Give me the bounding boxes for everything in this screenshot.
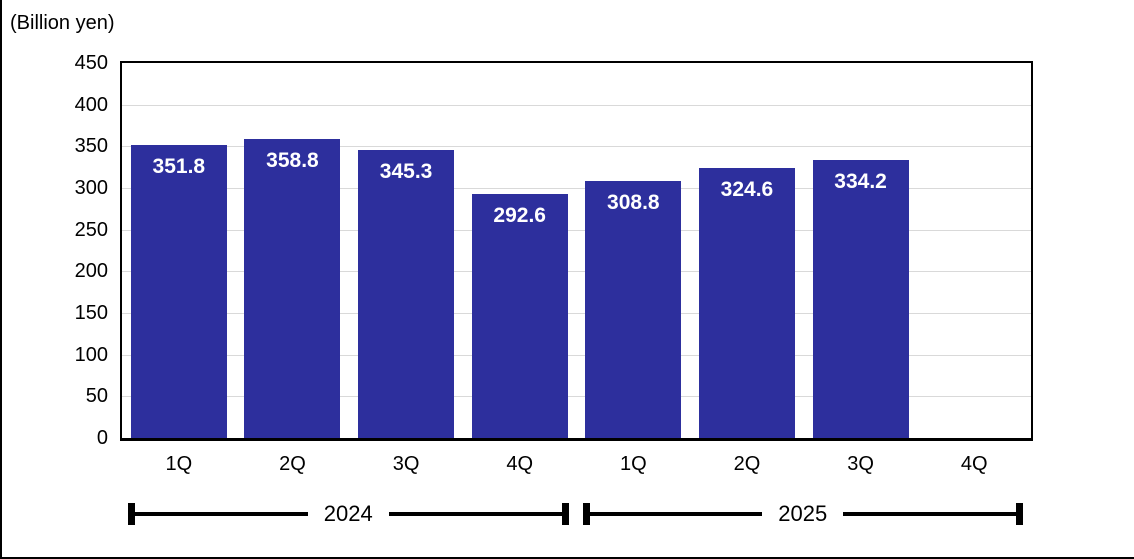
gridline: [122, 229, 1031, 231]
bar-value-label: 358.8: [266, 149, 319, 172]
y-axis-tick-label: 200: [74, 260, 108, 283]
x-axis-tick-label: 2Q: [279, 453, 306, 475]
y-axis-unit-label: (Billion yen): [10, 12, 115, 34]
y-axis-tick-label: 350: [74, 135, 108, 158]
bar: 324.6: [698, 167, 795, 438]
x-axis-tick-label: 3Q: [847, 453, 874, 475]
year-bracket-label: 2025: [778, 501, 828, 526]
bar-value-label: 292.6: [493, 204, 546, 228]
gridline: [122, 188, 1031, 189]
bar: 358.8: [244, 139, 341, 438]
bracket-cap: [561, 503, 569, 525]
bracket-line: [388, 512, 562, 516]
x-axis-tick-label: 4Q: [506, 453, 534, 475]
y-axis-tick-label: 250: [74, 218, 108, 241]
bar-value-label: 308.8: [607, 190, 660, 214]
bar-value-label: 324.6: [720, 177, 774, 201]
gridline: [122, 313, 1031, 314]
bar-value-label: 334.2: [834, 169, 887, 193]
gridline: [122, 354, 1031, 356]
bracket-cap: [1016, 503, 1024, 525]
bracket-line: [135, 512, 308, 516]
bracket-line: [843, 512, 1017, 516]
bar-value-label: 345.3: [379, 160, 433, 184]
bracket-cap: [582, 503, 590, 525]
gridline: [122, 396, 1031, 398]
bar: 334.2: [812, 159, 909, 438]
bar: 292.6: [471, 194, 568, 438]
y-axis-tick-label: 150: [74, 302, 108, 324]
y-axis-tick-label: 50: [85, 385, 108, 408]
x-axis-tick-label: 1Q: [619, 453, 647, 475]
gridline: [122, 271, 1031, 273]
y-axis-tick-label: 450: [74, 52, 108, 74]
year-bracket: 2024: [128, 503, 569, 525]
y-axis-tick-label: 400: [74, 93, 108, 116]
plot-area: 351.8 358.8 345.3 292.6 308.8 324.6 334.2: [120, 61, 1033, 441]
y-axis-tick-label: 0: [96, 427, 108, 449]
x-axis-tick-label: 2Q: [733, 453, 761, 475]
bar: 308.8: [585, 180, 682, 438]
y-axis-tick-label: 300: [74, 177, 108, 199]
bracket-line: [589, 512, 763, 516]
bar: 351.8: [130, 144, 227, 438]
year-bracket: 2025: [582, 501, 1024, 526]
year-bracket-label: 2024: [323, 501, 373, 526]
gridline: [122, 104, 1031, 106]
bar-value-label: 351.8: [152, 154, 206, 178]
bar: 345.3: [358, 150, 455, 438]
y-axis-tick-label: 100: [74, 343, 108, 366]
x-axis-tick-label: 1Q: [165, 453, 193, 475]
x-axis-tick-label: 4Q: [960, 453, 988, 475]
gridline: [122, 146, 1031, 148]
x-axis-tick-label: 3Q: [392, 453, 420, 475]
bracket-cap: [128, 503, 135, 525]
